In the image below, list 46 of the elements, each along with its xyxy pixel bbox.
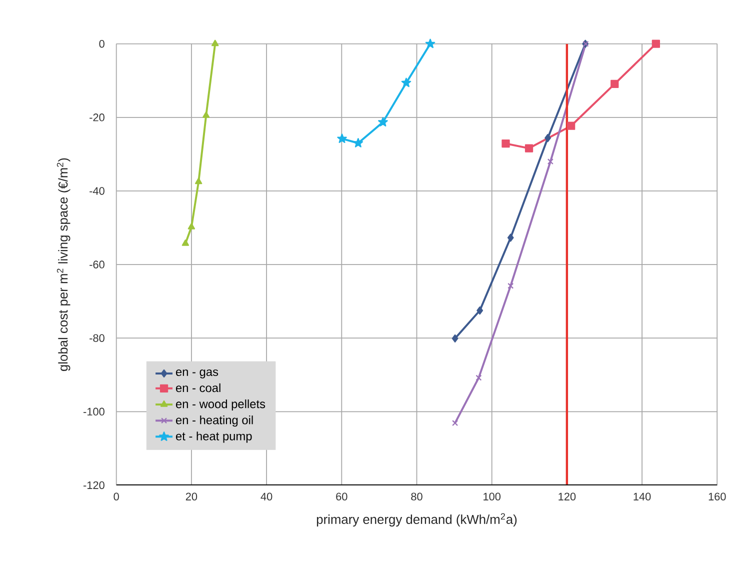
- x-tick-label: 80: [411, 492, 422, 500]
- x-tick-label: 20: [186, 492, 198, 500]
- x-tick-label: 140: [634, 492, 651, 500]
- y-tick-label: -120: [84, 481, 104, 490]
- y-tick-label: -40: [90, 187, 104, 195]
- x-tick-label: 120: [558, 492, 576, 500]
- y-tick-label: 0: [99, 40, 104, 48]
- point: [212, 40, 219, 46]
- y-tick-label: -20: [90, 114, 104, 122]
- point: [507, 234, 514, 242]
- point: [452, 334, 458, 343]
- point: [194, 178, 202, 184]
- point: [353, 138, 364, 148]
- point: [401, 78, 412, 88]
- point: [188, 222, 196, 230]
- point: [652, 40, 660, 48]
- point: [425, 38, 436, 48]
- y-axis-title: global cost per m$^{2}$ living space (€/m$^{2}$): [56, 158, 70, 372]
- point: [202, 112, 210, 118]
- x-tick-label: 0: [114, 492, 119, 500]
- legend-label: en - wood pellets: [176, 400, 266, 411]
- point: [452, 420, 458, 426]
- x-tick-label: 40: [260, 492, 272, 500]
- y-tick-label: -100: [84, 408, 104, 416]
- legend-label: en - coal: [176, 383, 220, 392]
- point: [476, 374, 482, 381]
- point: [508, 282, 514, 289]
- point: [182, 240, 190, 246]
- x-tick-label: 160: [708, 492, 726, 500]
- point: [337, 134, 347, 144]
- legend-label: en - gas: [176, 370, 218, 378]
- point: [610, 80, 619, 88]
- legend-label: en - heating oil: [176, 416, 253, 427]
- x-axis-title: primary energy demand (kWh/m$^{2}$a): [316, 513, 517, 527]
- y-tick-label: -80: [90, 334, 104, 342]
- x-tick-label: 60: [336, 492, 348, 500]
- point: [544, 134, 551, 142]
- legend-label: et - heat pump: [176, 432, 252, 443]
- point: [547, 158, 554, 165]
- x-tick-label: 100: [484, 492, 501, 500]
- point: [524, 144, 534, 152]
- point: [567, 122, 576, 130]
- y-tick-label: -60: [90, 260, 104, 268]
- point: [476, 306, 484, 315]
- point: [502, 139, 510, 148]
- point: [378, 117, 388, 126]
